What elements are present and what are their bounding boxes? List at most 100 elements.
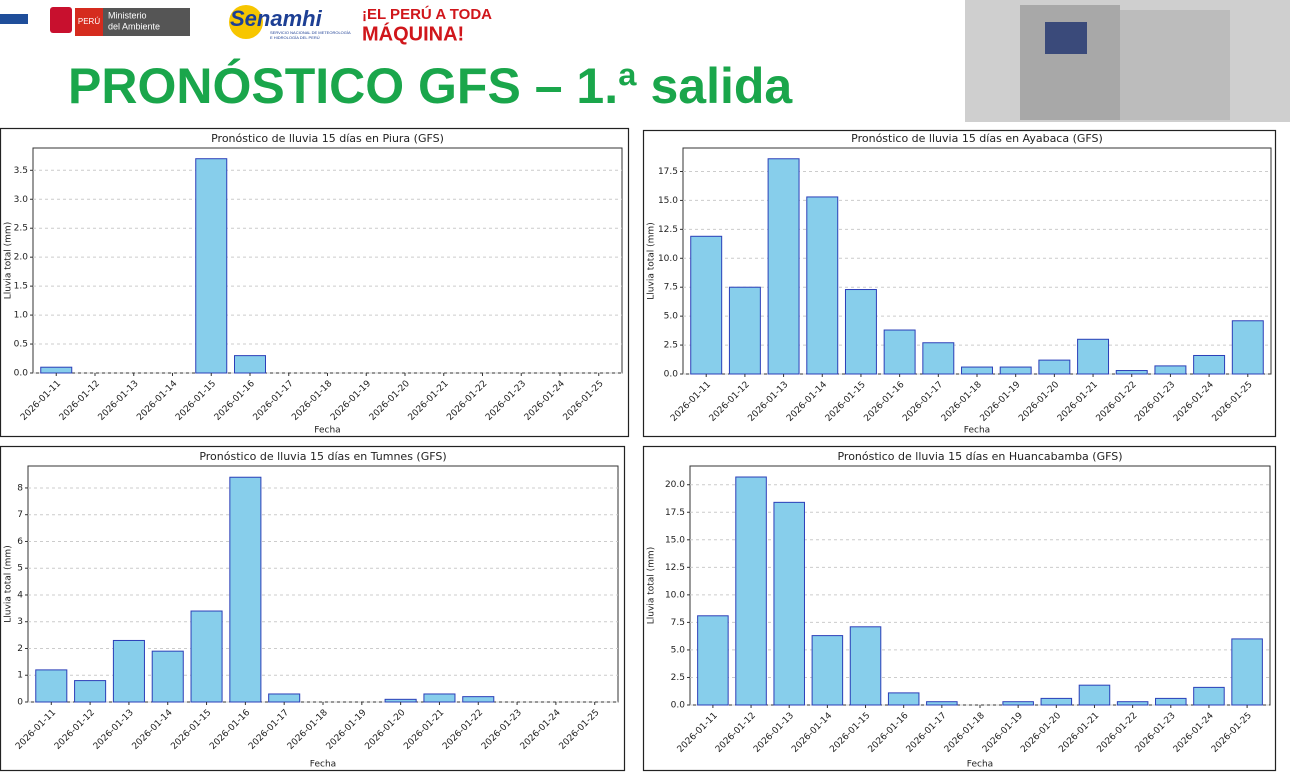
bar: [229, 476, 262, 703]
accent-bar: [0, 14, 28, 24]
y-tick-label: 5.0: [671, 645, 686, 655]
y-tick-label: 2.5: [664, 341, 678, 351]
chart-title: Pronóstico de lluvia 15 días en Tumnes (…: [199, 450, 446, 463]
coat-of-arms: [50, 7, 72, 33]
bar: [999, 366, 1032, 375]
bar: [883, 329, 916, 375]
y-tick-label: 7: [17, 510, 23, 520]
bar: [1038, 359, 1071, 375]
bar: [384, 698, 417, 703]
y-tick-label: 7.5: [671, 618, 685, 628]
bar: [1231, 638, 1263, 706]
y-tick-label: 20.0: [665, 480, 685, 490]
y-tick-label: 4: [17, 590, 23, 600]
bar: [74, 680, 107, 703]
x-axis-label: Fecha: [314, 426, 340, 436]
y-tick-label: 12.5: [658, 225, 678, 235]
agency-subtitle: SERVICIO NACIONAL DE METEOROLOGÍA: [270, 30, 351, 35]
y-tick-label: 17.5: [665, 508, 685, 518]
y-tick-label: 2.5: [671, 673, 685, 683]
ministry-box: [103, 8, 190, 36]
slogan: ¡EL PERÚ A TODA: [362, 5, 492, 23]
chart-title: Pronóstico de lluvia 15 días en Huancaba…: [837, 450, 1122, 463]
bar: [1077, 338, 1110, 375]
building-photo: [1120, 10, 1230, 120]
ministry-name: del Ambiente: [108, 21, 160, 31]
y-tick-label: 17.5: [658, 167, 678, 177]
bar: [35, 669, 68, 703]
y-tick-label: 10.0: [665, 590, 685, 600]
y-tick-label: 1: [17, 671, 23, 681]
bar: [1154, 365, 1187, 375]
y-axis-label: Lluvia total (mm): [4, 222, 14, 299]
peru-badge: [75, 8, 103, 36]
y-tick-label: 8: [17, 483, 23, 493]
bar: [195, 158, 228, 374]
building-photo: [1045, 22, 1087, 54]
y-tick-label: 0.0: [664, 370, 679, 380]
y-tick-label: 15.0: [658, 196, 678, 206]
chart-frame: [642, 129, 1277, 438]
bar: [849, 626, 882, 706]
chart-frame: [0, 445, 626, 772]
bar: [462, 696, 495, 703]
chart-title: Pronóstico de lluvia 15 días en Ayabaca …: [851, 132, 1103, 145]
bar: [190, 610, 223, 703]
bar: [922, 342, 955, 375]
bar: [806, 196, 839, 375]
y-tick-label: 12.5: [665, 563, 685, 573]
bar: [1002, 701, 1034, 706]
y-tick-label: 1.0: [14, 311, 29, 321]
bar: [887, 692, 920, 706]
y-axis-label: Lluvia total (mm): [647, 547, 657, 624]
agency-name: Senamhi: [230, 6, 323, 31]
bar: [234, 355, 266, 374]
bar: [735, 476, 767, 706]
y-tick-label: 2: [17, 644, 23, 654]
x-axis-label: Fecha: [967, 760, 993, 770]
bar: [1078, 684, 1111, 706]
bar: [811, 635, 844, 706]
bar: [773, 501, 805, 706]
y-tick-label: 7.5: [664, 283, 678, 293]
sun-logo: [229, 5, 263, 39]
y-tick-label: 3.5: [14, 166, 28, 176]
y-tick-label: 0: [17, 698, 23, 708]
bar: [1193, 686, 1225, 706]
y-tick-label: 2.0: [14, 253, 29, 263]
y-tick-label: 3: [17, 617, 23, 627]
agency-subtitle: E HIDROLOGÍA DEL PERÚ: [270, 35, 320, 40]
bar: [844, 289, 877, 375]
y-tick-label: 5: [17, 564, 23, 574]
y-tick-label: 0.0: [14, 369, 29, 379]
x-axis-label: Fecha: [310, 760, 336, 770]
bar: [1155, 697, 1187, 706]
bar: [1115, 370, 1148, 375]
bar: [697, 615, 729, 706]
bar: [728, 286, 761, 375]
slide-title: PRONÓSTICO GFS – 1.ª salida: [68, 58, 793, 114]
y-tick-label: 2.5: [14, 224, 28, 234]
bar: [1193, 354, 1226, 375]
y-tick-label: 1.5: [14, 282, 28, 292]
ministry-name: Ministerio: [108, 10, 147, 20]
y-tick-label: 6: [17, 537, 23, 547]
bar: [268, 693, 301, 703]
y-tick-label: 0.0: [671, 701, 686, 711]
bar: [112, 639, 145, 703]
bar: [1231, 320, 1264, 375]
y-tick-label: 5.0: [664, 312, 679, 322]
bar: [961, 366, 993, 375]
bar: [767, 158, 800, 375]
chart-frame: [0, 127, 630, 438]
x-axis-label: Fecha: [964, 426, 990, 436]
bar: [926, 701, 958, 706]
y-tick-label: 3.0: [14, 195, 29, 205]
bar: [40, 366, 73, 374]
slogan: MÁQUINA!: [362, 22, 464, 45]
bar: [151, 650, 184, 703]
y-tick-label: 0.5: [14, 340, 28, 350]
bar: [690, 235, 723, 375]
bar: [423, 693, 456, 703]
